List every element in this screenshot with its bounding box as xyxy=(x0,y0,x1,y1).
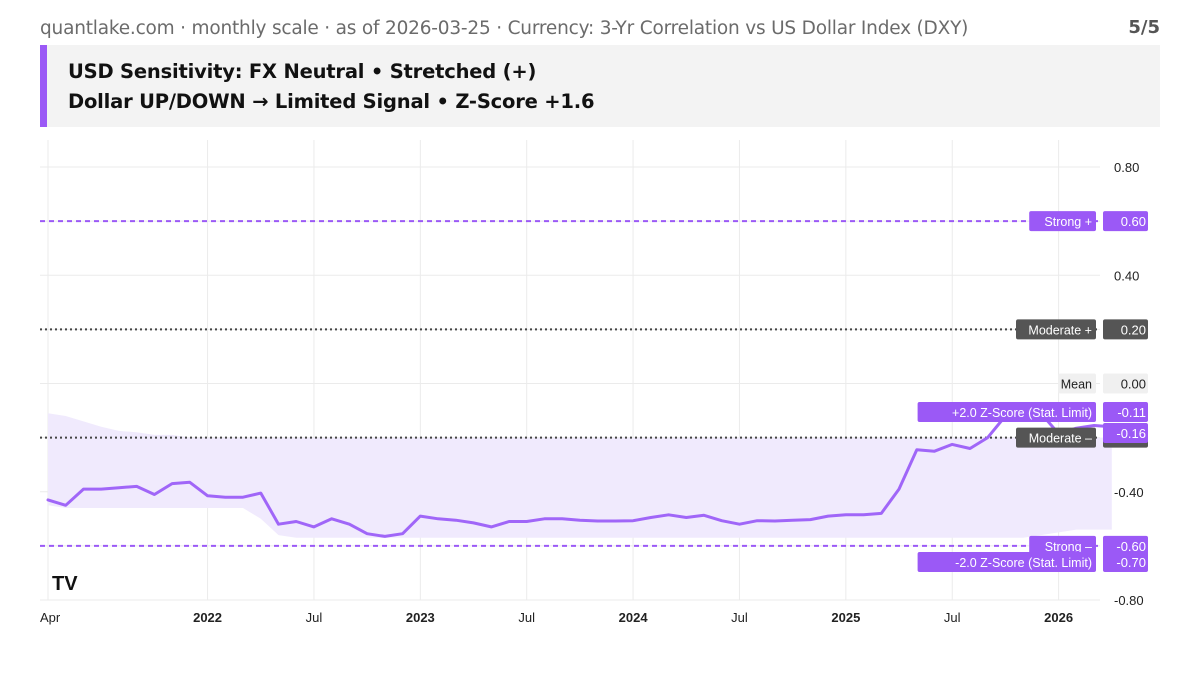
name-tag: Moderate – xyxy=(1016,427,1096,448)
name-tag: Moderate + xyxy=(1016,319,1096,340)
value-tag-text: -0.60 xyxy=(1116,539,1146,554)
page-counter: 5/5 xyxy=(1128,17,1160,38)
source-line: quantlake.com · monthly scale · as of 20… xyxy=(40,18,969,39)
x-tick-label: Jul xyxy=(306,610,323,625)
x-tick-label: 2026 xyxy=(1044,610,1073,625)
name-tag-text: Moderate – xyxy=(1029,432,1092,446)
value-tag: 0.20 xyxy=(1103,319,1148,340)
x-tick-label: 2022 xyxy=(193,610,222,625)
y-tick-label: 0.40 xyxy=(1114,268,1139,283)
value-tag: -0.11 xyxy=(1103,402,1148,422)
value-tag-text: 0.00 xyxy=(1121,377,1146,392)
value-tag-text: -0.70 xyxy=(1116,555,1146,570)
name-tag-text: Mean xyxy=(1061,378,1092,392)
value-tag-text: -0.11 xyxy=(1117,405,1146,420)
name-tag: Strong + xyxy=(1029,211,1096,232)
name-tag-text: +2.0 Z-Score (Stat. Limit) xyxy=(952,406,1092,420)
value-tag-bg xyxy=(1103,402,1148,422)
value-tag-text: -0.16 xyxy=(1116,426,1146,441)
x-tick-label: 2025 xyxy=(831,610,860,625)
y-tick-label: 0.80 xyxy=(1114,160,1139,175)
value-tag: 0.60 xyxy=(1103,211,1148,232)
value-tag-bg xyxy=(1103,319,1148,340)
name-tag: +2.0 Z-Score (Stat. Limit) xyxy=(917,402,1096,422)
name-tag: -2.0 Z-Score (Stat. Limit) xyxy=(917,552,1096,572)
name-tag-text: -2.0 Z-Score (Stat. Limit) xyxy=(955,556,1092,570)
name-tag: Mean xyxy=(1058,373,1096,394)
x-tick-label: 2024 xyxy=(619,610,649,625)
value-tag: -0.16 xyxy=(1103,423,1148,443)
correlation-series-line xyxy=(46,411,1114,538)
name-tag-text: Strong + xyxy=(1044,215,1092,229)
headline-line-1: USD Sensitivity: FX Neutral • Stretched … xyxy=(68,60,537,83)
name-tag-text: Strong – xyxy=(1045,540,1092,554)
name-tag-bg xyxy=(1029,535,1096,556)
value-tag-text: 0.20 xyxy=(1121,322,1146,337)
value-tag-bg xyxy=(1103,535,1148,556)
y-tick-label: -0.80 xyxy=(1114,593,1144,608)
tradingview-logo: TV xyxy=(52,573,78,595)
value-tag: 0.00 xyxy=(1103,373,1148,394)
zscore-band xyxy=(48,413,1112,538)
name-tag-bg xyxy=(1016,427,1096,448)
name-tag-bg xyxy=(1029,211,1096,232)
name-tag-bg xyxy=(1016,319,1096,340)
name-tag-bg xyxy=(1058,373,1096,394)
headline-line-2: Dollar UP/DOWN → Limited Signal • Z-Scor… xyxy=(68,90,595,113)
value-tag-bg xyxy=(1103,552,1148,572)
value-tag-bg xyxy=(1103,211,1148,232)
name-tag: Strong – xyxy=(1029,535,1096,556)
name-tag-bg xyxy=(917,552,1096,572)
x-tick-label: 2023 xyxy=(406,610,435,625)
value-tag-bg xyxy=(1103,423,1148,443)
value-tag: -0.60 xyxy=(1103,535,1148,556)
name-tag-text: Moderate + xyxy=(1028,323,1092,337)
value-tag: -0.70 xyxy=(1103,552,1148,572)
x-tick-label: Jul xyxy=(518,610,535,625)
x-tick-label: Jul xyxy=(731,610,748,625)
name-tag-bg xyxy=(917,402,1096,422)
y-tick-label: -0.40 xyxy=(1114,485,1144,500)
value-tag-bg xyxy=(1103,373,1148,394)
x-tick-label: Jul xyxy=(944,610,961,625)
x-tick-label: Apr xyxy=(40,610,61,625)
headline-box: USD Sensitivity: FX Neutral • Stretched … xyxy=(40,45,1160,127)
value-tag-text: 0.60 xyxy=(1121,214,1146,229)
